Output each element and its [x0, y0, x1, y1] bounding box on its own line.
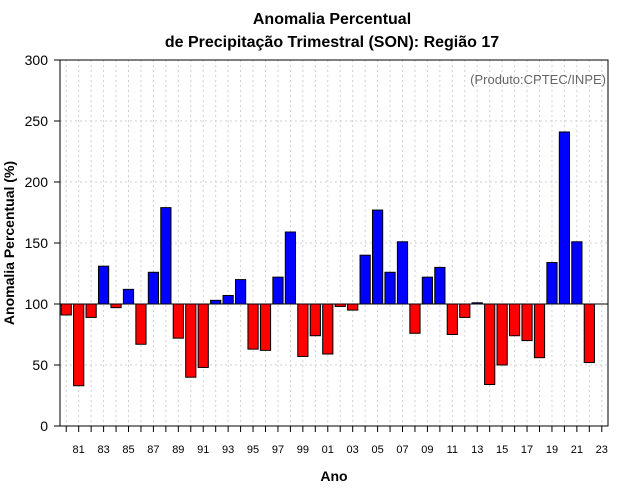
- x-tick-label: 89: [172, 444, 184, 456]
- bar-10: [434, 266, 446, 305]
- bar-06: [384, 271, 396, 305]
- bar-04: [359, 254, 371, 305]
- bar-20: [558, 131, 571, 305]
- bar-07: [396, 241, 409, 305]
- bar-93: [222, 294, 234, 305]
- bar-22: [583, 303, 595, 364]
- bar-09: [421, 276, 434, 305]
- bar-92: [210, 299, 222, 305]
- bar-11: [446, 303, 458, 335]
- bar-82: [85, 303, 97, 318]
- bar-80: [60, 303, 72, 316]
- y-tick-label: 0: [40, 418, 48, 434]
- grid: [60, 60, 608, 426]
- bars: [60, 131, 595, 387]
- x-tick-label: 05: [371, 444, 383, 456]
- bar-18: [533, 303, 546, 359]
- bar-83: [97, 265, 110, 305]
- bar-97: [272, 276, 284, 305]
- y-axis: 0 50 100 150 200 250 300: [25, 52, 60, 434]
- bar-84: [110, 303, 122, 309]
- x-tick-label: 15: [496, 444, 508, 456]
- bar-14: [484, 303, 496, 386]
- x-tick-label: 85: [122, 444, 134, 456]
- y-tick-label: 50: [32, 357, 48, 373]
- x-tick-label: 97: [272, 444, 284, 456]
- bar-94: [234, 279, 247, 305]
- bar-08: [409, 303, 421, 334]
- bar-91: [197, 303, 209, 368]
- bar-19: [546, 262, 558, 305]
- bar-90: [185, 303, 197, 378]
- bar-12: [459, 303, 471, 318]
- bar-88: [160, 207, 172, 305]
- x-tick-label: 93: [222, 444, 234, 456]
- x-tick-label: 99: [297, 444, 309, 456]
- bar-00: [309, 303, 321, 337]
- x-tick-label: 17: [521, 444, 533, 456]
- bar-95: [247, 303, 259, 350]
- bar-01: [322, 303, 334, 355]
- y-tick-label: 300: [25, 52, 49, 68]
- y-tick-label: 150: [25, 235, 49, 251]
- bar-15: [496, 303, 508, 366]
- bar-81: [73, 303, 85, 387]
- x-tick-label: 09: [421, 444, 433, 456]
- x-tick-label: 87: [147, 444, 159, 456]
- chart-title-line1: Anomalia Percentual: [253, 11, 411, 28]
- source-annotation: (Produto:CPTEC/INPE): [470, 72, 606, 87]
- x-tick-label: 91: [197, 444, 209, 456]
- y-tick-label: 100: [25, 296, 49, 312]
- chart-title-line2: de Precipitação Trimestral (SON): Região…: [165, 34, 499, 51]
- bar-17: [521, 303, 533, 342]
- y-axis-label: Anomalia Percentual (%): [1, 161, 17, 325]
- x-axis-label: Ano: [320, 468, 347, 484]
- y-tick-label: 200: [25, 174, 49, 190]
- bar-86: [135, 303, 147, 345]
- x-axis: 81 83 85 87 89 91 93 95 97 99 01 03 05 07 09 11 13 15 17 19…: [65, 426, 608, 456]
- bar-05: [371, 209, 384, 305]
- x-tick-label: 83: [97, 444, 109, 456]
- x-tick-label: 21: [571, 444, 583, 456]
- bar-89: [172, 303, 184, 339]
- x-tick-label: 01: [322, 444, 334, 456]
- bar-03: [347, 303, 359, 311]
- bar-96: [259, 303, 272, 351]
- bar-85: [122, 288, 135, 305]
- x-tick-label: 03: [347, 444, 359, 456]
- bar-21: [571, 241, 583, 305]
- x-tick-label: 13: [471, 444, 483, 456]
- y-tick-label: 250: [25, 113, 49, 129]
- x-tick-label: 11: [447, 444, 458, 456]
- x-tick-label: 81: [73, 444, 85, 456]
- bar-16: [508, 303, 521, 337]
- x-tick-label: 95: [247, 444, 259, 456]
- bar-98: [284, 231, 297, 305]
- bar-99: [297, 303, 309, 357]
- x-tick-label: 07: [396, 444, 408, 456]
- bar-87: [147, 271, 160, 305]
- x-tick-label: 19: [546, 444, 558, 456]
- x-tick-label: 23: [596, 444, 608, 456]
